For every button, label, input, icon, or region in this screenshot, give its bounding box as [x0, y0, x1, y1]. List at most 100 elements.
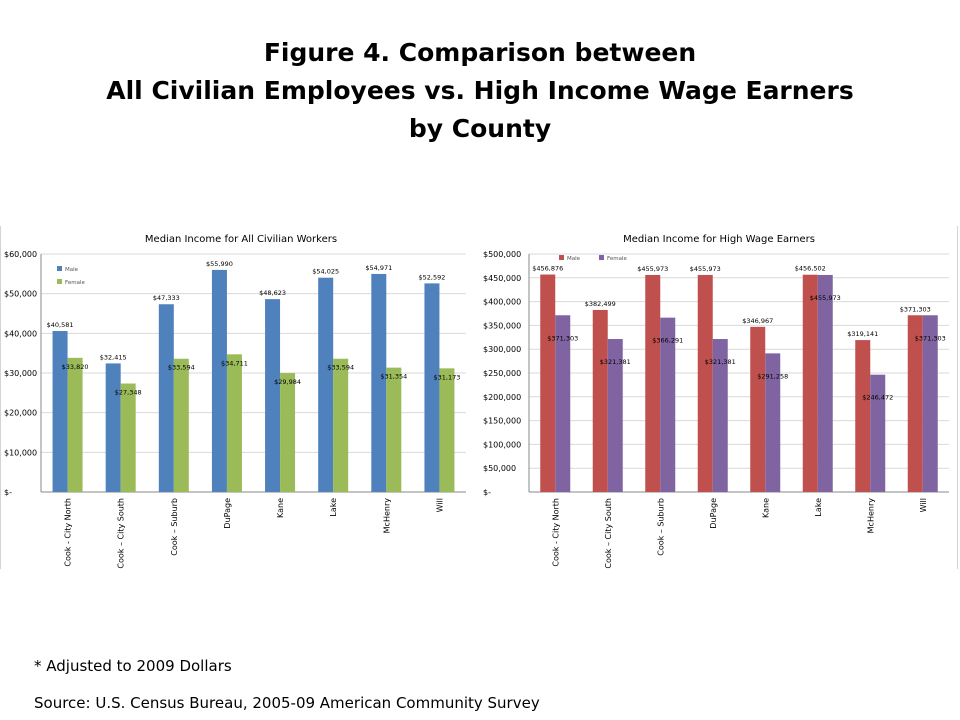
y-tick-label: $30,000 — [4, 369, 37, 378]
bar-female — [173, 358, 189, 492]
y-tick-label: $250,000 — [483, 369, 521, 378]
y-tick-label: $450,000 — [483, 274, 521, 283]
data-label: $54,971 — [365, 264, 392, 272]
y-tick-label: $400,000 — [483, 298, 521, 307]
data-label: $291,258 — [757, 372, 788, 380]
y-tick-label: $200,000 — [483, 393, 521, 402]
legend-swatch-male — [559, 255, 564, 260]
data-label: $456,502 — [795, 265, 826, 273]
bar-male — [750, 326, 766, 492]
bar-male — [540, 274, 556, 492]
data-label: $55,990 — [206, 260, 233, 268]
x-category-label: Cook - City North — [551, 498, 560, 567]
x-category-label: McHenry — [382, 498, 391, 534]
data-label: $54,025 — [312, 268, 339, 276]
legend-label: Male — [567, 256, 581, 262]
legend-swatch-female — [57, 279, 62, 284]
bar-male — [52, 331, 68, 492]
data-label: $246,472 — [862, 394, 893, 402]
x-category-label: Cook – Suburb — [170, 498, 179, 556]
data-label: $321,381 — [600, 358, 631, 366]
y-tick-label: $350,000 — [483, 321, 521, 330]
data-label: $455,973 — [810, 294, 841, 302]
y-tick-label: $- — [4, 488, 12, 497]
bar-female — [765, 353, 781, 492]
y-tick-label: $150,000 — [483, 417, 521, 426]
y-tick-label: $50,000 — [483, 464, 516, 473]
data-label: $346,967 — [742, 317, 773, 325]
bar-female — [280, 373, 296, 492]
bar-female — [922, 315, 938, 492]
data-label: $319,141 — [847, 330, 878, 338]
data-label: $34,711 — [221, 359, 248, 367]
x-category-label: Kane — [761, 498, 770, 518]
data-label: $321,381 — [705, 358, 736, 366]
x-category-label: Cook – City South — [604, 498, 613, 569]
bar-male — [211, 269, 227, 492]
bar-male — [318, 277, 334, 492]
x-category-label: Cook - City North — [64, 498, 73, 567]
x-category-label: Lake — [814, 498, 823, 517]
data-label: $27,348 — [115, 389, 142, 397]
data-label: $382,499 — [585, 300, 616, 308]
data-label: $31,173 — [433, 373, 460, 381]
legend-label: Female — [65, 280, 86, 286]
data-label: $366,291 — [652, 337, 683, 345]
legend-swatch-female — [599, 255, 604, 260]
data-label: $32,415 — [100, 353, 127, 361]
chart-all-civilian-workers: Median Income for All Civilian Workers $-… — [0, 226, 482, 569]
bar-male — [371, 273, 387, 492]
title-line-3: by County — [408, 114, 552, 143]
y-tick-label: $20,000 — [4, 409, 37, 418]
bar-male — [424, 283, 440, 492]
source-note: Source: U.S. Census Bureau, 2005-09 Amer… — [34, 694, 540, 712]
data-label: $47,333 — [153, 294, 180, 302]
data-label: $29,984 — [274, 378, 301, 386]
y-tick-label: $100,000 — [483, 440, 521, 449]
bar-female — [439, 368, 455, 492]
y-tick-label: $40,000 — [4, 329, 37, 338]
x-category-label: Kane — [276, 498, 285, 518]
bar-female — [67, 357, 83, 492]
x-category-label: Cook – Suburb — [656, 498, 665, 556]
data-label: $52,592 — [418, 273, 445, 281]
bar-female — [333, 358, 349, 492]
legend-label: Female — [607, 256, 628, 262]
title-line-1: Figure 4. Comparison between — [263, 38, 697, 67]
data-label: $48,623 — [259, 289, 286, 297]
bar-male — [855, 340, 871, 492]
data-label: $371,303 — [900, 305, 931, 313]
legend-label: Male — [65, 267, 79, 273]
x-category-label: DuPage — [223, 498, 232, 529]
bar-female — [607, 339, 623, 492]
data-label: $371,303 — [915, 334, 946, 342]
chart-title: Median Income for All Civilian Workers — [145, 234, 337, 245]
bar-female — [870, 374, 886, 492]
y-tick-label: $- — [483, 488, 491, 497]
bar-male — [158, 304, 174, 492]
data-label: $456,876 — [532, 265, 563, 273]
bar-male — [265, 299, 281, 492]
bar-female — [120, 383, 136, 492]
y-tick-label: $60,000 — [4, 250, 37, 259]
figure-title: Figure 4. Comparison between All Civilia… — [0, 34, 960, 148]
chart-right-svg: Median Income for High Wage Earners $- $50… — [483, 234, 949, 569]
bar-female — [386, 367, 402, 492]
y-tick-label: $50,000 — [4, 290, 37, 299]
bar-female — [226, 354, 242, 492]
x-category-label: Lake — [329, 498, 338, 517]
x-category-label: Cook – City South — [117, 498, 126, 569]
chart-left-svg: Median Income for All Civilian Workers $-… — [4, 234, 466, 569]
y-tick-label: $500,000 — [483, 250, 521, 259]
bar-male — [697, 274, 713, 492]
data-label: $40,581 — [47, 321, 74, 329]
footnote: * Adjusted to 2009 Dollars — [34, 657, 232, 675]
bar-male — [645, 274, 661, 492]
bar-female — [660, 317, 676, 492]
x-category-label: McHenry — [866, 498, 875, 534]
bar-female — [817, 274, 833, 492]
bar-male — [105, 363, 121, 492]
chart-title: Median Income for High Wage Earners — [623, 234, 815, 245]
data-label: $33,820 — [62, 363, 89, 371]
y-tick-label: $10,000 — [4, 448, 37, 457]
